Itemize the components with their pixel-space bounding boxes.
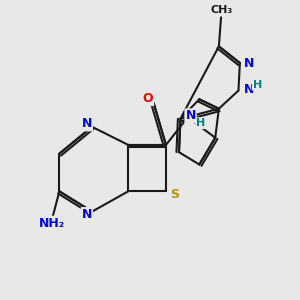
Text: N: N xyxy=(185,110,196,122)
Text: N: N xyxy=(243,83,254,96)
Text: CH₃: CH₃ xyxy=(211,5,233,15)
Text: H: H xyxy=(196,118,206,128)
Text: NH₂: NH₂ xyxy=(39,217,65,230)
Text: N: N xyxy=(243,56,254,70)
Text: N: N xyxy=(82,117,92,130)
Text: H: H xyxy=(253,80,262,90)
Text: O: O xyxy=(142,92,153,105)
Text: S: S xyxy=(170,188,179,201)
Text: N: N xyxy=(82,208,92,221)
